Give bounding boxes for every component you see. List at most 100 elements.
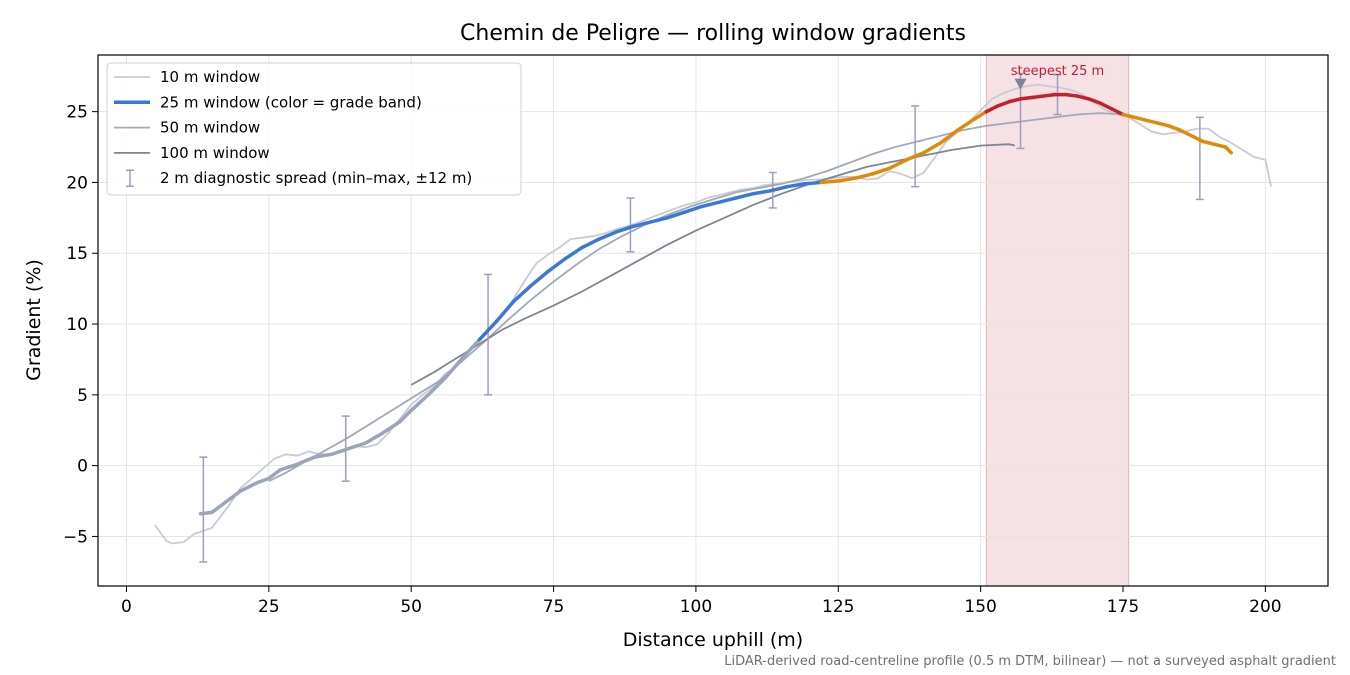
series-25m-segment xyxy=(1155,121,1171,128)
y-tick-label: 15 xyxy=(66,244,88,264)
series-25m-segment xyxy=(1121,112,1137,120)
series-25m-segment xyxy=(614,224,636,234)
series-25m-segment xyxy=(1200,139,1216,146)
series-25m-segment xyxy=(255,476,271,485)
series-25m-segment xyxy=(295,455,317,466)
legend-label: 50 m window xyxy=(160,119,260,137)
series-25m-segment xyxy=(1075,94,1091,101)
series-25m-segment xyxy=(597,230,618,241)
series-25m-segment xyxy=(329,446,351,457)
series-25m-segment xyxy=(1018,95,1034,101)
series-25m-segment xyxy=(221,489,243,506)
series-25m-segment xyxy=(363,431,385,445)
series-25m-segment xyxy=(1132,115,1148,122)
series-25m-segment xyxy=(1098,101,1114,111)
series-25m-segment xyxy=(995,99,1011,108)
series-25m-segment xyxy=(1030,94,1046,100)
series-25m-segment xyxy=(238,480,260,493)
legend: 10 m window 25 m window (color = grade ba… xyxy=(106,62,522,196)
chart-title: Chemin de Peligre — rolling window gradi… xyxy=(460,21,966,46)
y-tick-label: −5 xyxy=(63,527,88,547)
series-25m-segment xyxy=(426,376,448,397)
series-25m-segment xyxy=(887,158,909,171)
plot-frame xyxy=(97,54,1329,587)
series-100m-line xyxy=(410,143,1016,386)
x-tick-label: 175 xyxy=(1107,597,1139,617)
series-25m-segment xyxy=(443,356,465,380)
series-25m-segment xyxy=(768,184,789,193)
series-25m-segment xyxy=(546,257,567,274)
series-25m-segment xyxy=(460,337,482,360)
y-axis-label: Gradient (%) xyxy=(23,259,45,381)
steepest-marker xyxy=(1014,78,1027,90)
series-25m-segment xyxy=(734,192,755,200)
series-25m-segment xyxy=(939,128,960,145)
series-25m-segment xyxy=(802,180,823,186)
x-tick-label: 100 xyxy=(680,597,712,617)
series-25m-segment xyxy=(1212,142,1228,149)
axis-ticks: 0 25 50 75 100 125 150 175 200 −5 0 5 10 15 20 25 xyxy=(63,103,1282,617)
y-tick-label: 10 xyxy=(66,315,88,335)
y-tick-label: 5 xyxy=(77,386,88,406)
legend-item: 50 m window xyxy=(114,119,260,137)
x-axis-label: Distance uphill (m) xyxy=(623,629,803,651)
series-25m-segment xyxy=(870,166,892,176)
diagnostic-error-bar xyxy=(484,273,493,396)
series-25m-segment xyxy=(278,462,300,472)
series-25m-segment xyxy=(682,204,704,214)
series-25m-segment xyxy=(1064,92,1080,98)
legend-label: 25 m window (color = grade band) xyxy=(160,93,422,111)
x-tick-label: 25 xyxy=(258,597,280,617)
series-25m-segment xyxy=(1223,145,1233,155)
footnote: LiDAR-derived road-centreline profile (0… xyxy=(724,654,1336,669)
series-25m-segment xyxy=(1007,97,1023,104)
series-25m-segment xyxy=(409,393,431,413)
series-50m-line xyxy=(268,112,1124,483)
series-25m-segment xyxy=(921,141,943,155)
series-25m-segment xyxy=(580,237,601,250)
series-25m-segment xyxy=(836,176,858,183)
x-tick-label: 50 xyxy=(400,597,422,617)
grid xyxy=(98,55,1328,586)
legend-item: 2 m diagnostic spread (min–max, ±12 m) xyxy=(126,169,472,187)
series-25m-segment xyxy=(267,468,282,481)
series-25m-segment xyxy=(511,284,533,304)
x-tick-label: 150 xyxy=(964,597,996,617)
legend-label: 10 m window xyxy=(160,68,260,86)
series-25m-segment xyxy=(398,408,413,424)
series-25m-segment xyxy=(973,109,989,121)
series-25m-segment xyxy=(529,269,550,288)
diagnostic-error-bar xyxy=(199,456,208,563)
series-25m-segment xyxy=(494,299,516,323)
series-25m-segment xyxy=(477,319,499,342)
x-tick-label: 75 xyxy=(543,597,565,617)
series-25m-segment xyxy=(1144,118,1159,125)
series-25m-segment xyxy=(853,172,875,180)
plot-series: steepest 25 m xyxy=(154,64,1272,563)
series-25m-segment xyxy=(699,200,721,209)
y-tick-label: 0 xyxy=(77,457,88,477)
series-25m-segment xyxy=(1109,107,1125,117)
legend-box xyxy=(106,62,522,196)
series-25m-segment xyxy=(1178,128,1194,138)
series-25m-segment xyxy=(665,210,687,220)
legend-label: 100 m window xyxy=(160,144,270,162)
diagnostic-error-bar xyxy=(626,197,635,253)
diagnostic-error-bar xyxy=(911,105,920,188)
series-25m-segment xyxy=(785,182,806,189)
steepest-25m-band xyxy=(986,55,1129,586)
y-tick-label: 20 xyxy=(66,173,88,193)
series-25m-segment xyxy=(1166,124,1182,132)
legend-item: 10 m window xyxy=(114,68,260,86)
series-25m-segment xyxy=(1041,92,1057,98)
series-25m-segment xyxy=(984,104,1000,114)
x-tick-label: 0 xyxy=(121,597,132,617)
legend-label: 2 m diagnostic spread (min–max, ±12 m) xyxy=(160,169,472,187)
series-25m-segment xyxy=(198,510,214,516)
series-25m-segment xyxy=(1189,133,1205,144)
series-25m-segment xyxy=(716,196,738,205)
diagnostic-error-bar xyxy=(1195,116,1204,201)
series-25m-segment xyxy=(563,245,584,261)
series-25m-segment xyxy=(956,116,977,132)
